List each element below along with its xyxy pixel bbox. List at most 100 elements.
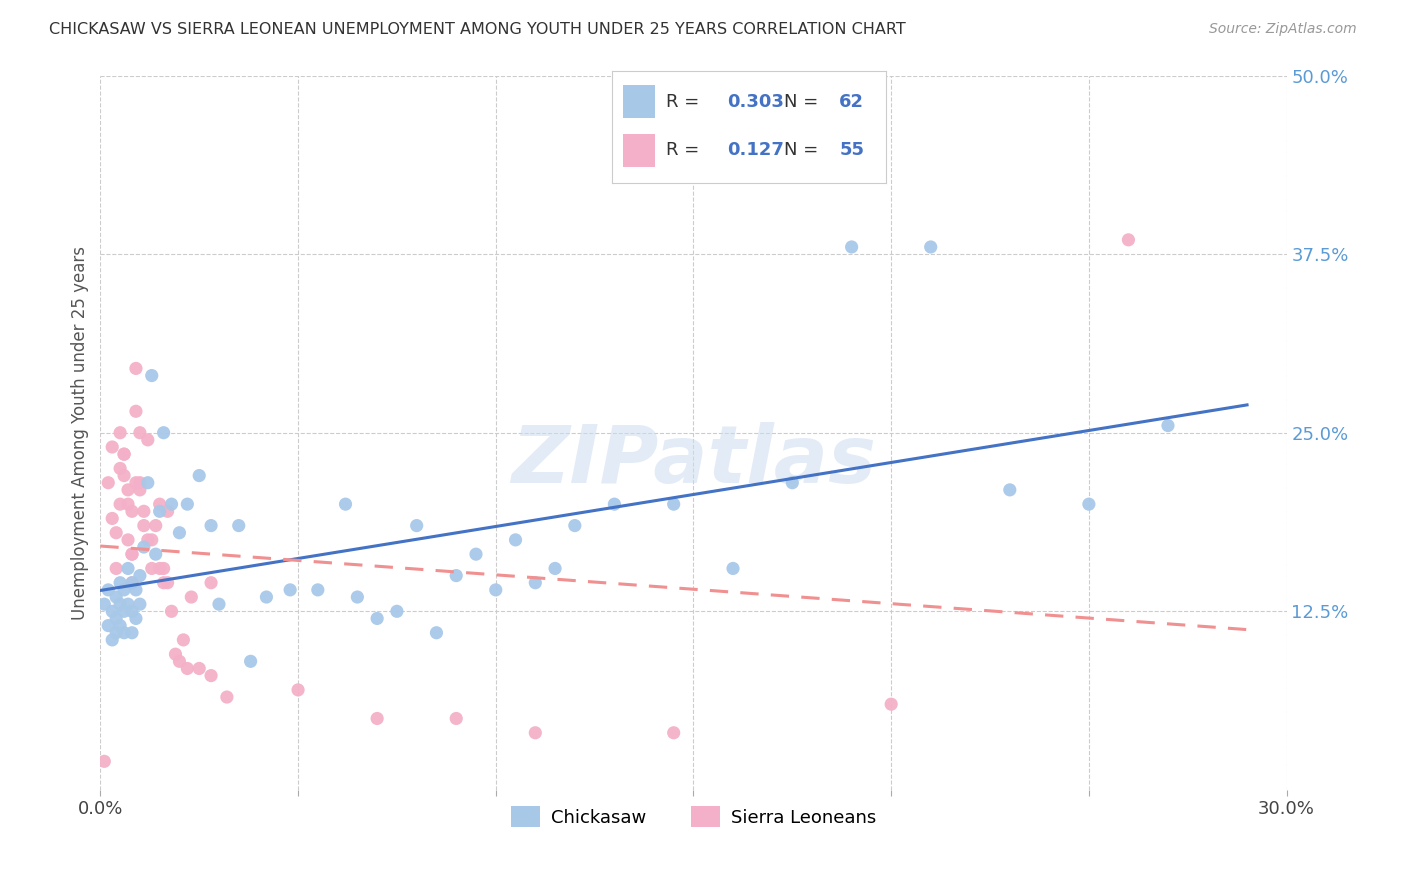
Point bbox=[145, 547, 167, 561]
Point bbox=[108, 575, 131, 590]
Point bbox=[97, 582, 120, 597]
Text: Source: ZipAtlas.com: Source: ZipAtlas.com bbox=[1209, 22, 1357, 37]
Point bbox=[105, 561, 128, 575]
Point bbox=[117, 533, 139, 547]
Point bbox=[152, 575, 174, 590]
Point bbox=[145, 518, 167, 533]
Text: N =: N = bbox=[785, 93, 824, 111]
Point bbox=[200, 575, 222, 590]
Point bbox=[160, 497, 183, 511]
Point bbox=[176, 497, 198, 511]
Point bbox=[132, 540, 155, 554]
Point bbox=[125, 611, 148, 625]
Point bbox=[1077, 497, 1099, 511]
Point bbox=[172, 632, 194, 647]
Point bbox=[105, 525, 128, 540]
Text: R =: R = bbox=[666, 141, 706, 159]
Point bbox=[121, 547, 143, 561]
Point bbox=[335, 497, 357, 511]
Text: 0.303: 0.303 bbox=[727, 93, 783, 111]
Point bbox=[121, 575, 143, 590]
Point bbox=[117, 483, 139, 497]
Point bbox=[112, 447, 135, 461]
Text: 0.127: 0.127 bbox=[727, 141, 783, 159]
Point bbox=[128, 425, 150, 440]
Point bbox=[93, 597, 115, 611]
Point bbox=[101, 604, 124, 618]
Point bbox=[132, 518, 155, 533]
Point bbox=[444, 568, 467, 582]
Point bbox=[721, 561, 744, 575]
Point bbox=[188, 468, 211, 483]
Point bbox=[97, 618, 120, 632]
Point bbox=[105, 590, 128, 604]
Point bbox=[121, 604, 143, 618]
Point bbox=[169, 525, 191, 540]
Point bbox=[128, 568, 150, 582]
Point bbox=[524, 575, 547, 590]
Bar bbox=[623, 85, 655, 119]
Point bbox=[101, 511, 124, 525]
Point bbox=[112, 625, 135, 640]
Point bbox=[564, 518, 586, 533]
Point bbox=[141, 533, 163, 547]
Y-axis label: Unemployment Among Youth under 25 years: Unemployment Among Youth under 25 years bbox=[72, 245, 89, 620]
Point bbox=[136, 533, 159, 547]
Point bbox=[346, 590, 368, 604]
Point bbox=[662, 725, 685, 739]
Point bbox=[215, 690, 238, 704]
Point bbox=[108, 425, 131, 440]
Point bbox=[149, 504, 172, 518]
Point bbox=[128, 483, 150, 497]
Point bbox=[136, 433, 159, 447]
Point bbox=[176, 661, 198, 675]
Point bbox=[117, 597, 139, 611]
Text: ZIPatlas: ZIPatlas bbox=[510, 422, 876, 500]
Point bbox=[141, 561, 163, 575]
Point bbox=[662, 497, 685, 511]
Point bbox=[1157, 418, 1180, 433]
Point bbox=[112, 468, 135, 483]
Point bbox=[112, 604, 135, 618]
Point bbox=[105, 611, 128, 625]
Point bbox=[880, 697, 903, 711]
Point bbox=[93, 755, 115, 769]
Point bbox=[841, 240, 863, 254]
Point bbox=[366, 611, 388, 625]
Point bbox=[101, 440, 124, 454]
Point bbox=[108, 618, 131, 632]
Point bbox=[128, 475, 150, 490]
Point bbox=[125, 475, 148, 490]
Point bbox=[505, 533, 527, 547]
Point bbox=[97, 475, 120, 490]
Point bbox=[165, 647, 187, 661]
Point bbox=[228, 518, 250, 533]
Point bbox=[200, 518, 222, 533]
Point bbox=[112, 447, 135, 461]
Point bbox=[117, 497, 139, 511]
Point bbox=[108, 461, 131, 475]
Point bbox=[180, 590, 202, 604]
Point bbox=[108, 497, 131, 511]
Point bbox=[136, 475, 159, 490]
Point bbox=[121, 575, 143, 590]
Point bbox=[105, 625, 128, 640]
Text: CHICKASAW VS SIERRA LEONEAN UNEMPLOYMENT AMONG YOUTH UNDER 25 YEARS CORRELATION : CHICKASAW VS SIERRA LEONEAN UNEMPLOYMENT… bbox=[49, 22, 905, 37]
Point bbox=[121, 504, 143, 518]
Point bbox=[385, 604, 408, 618]
Point bbox=[239, 654, 262, 668]
Point bbox=[125, 404, 148, 418]
Bar bbox=[623, 134, 655, 168]
Point bbox=[998, 483, 1021, 497]
Point bbox=[524, 725, 547, 739]
Point bbox=[485, 582, 508, 597]
Point bbox=[465, 547, 488, 561]
Point bbox=[920, 240, 942, 254]
Point bbox=[254, 590, 277, 604]
Point bbox=[125, 582, 148, 597]
Point bbox=[287, 682, 309, 697]
Text: R =: R = bbox=[666, 93, 706, 111]
Point bbox=[603, 497, 626, 511]
Point bbox=[782, 475, 804, 490]
Point bbox=[425, 625, 447, 640]
